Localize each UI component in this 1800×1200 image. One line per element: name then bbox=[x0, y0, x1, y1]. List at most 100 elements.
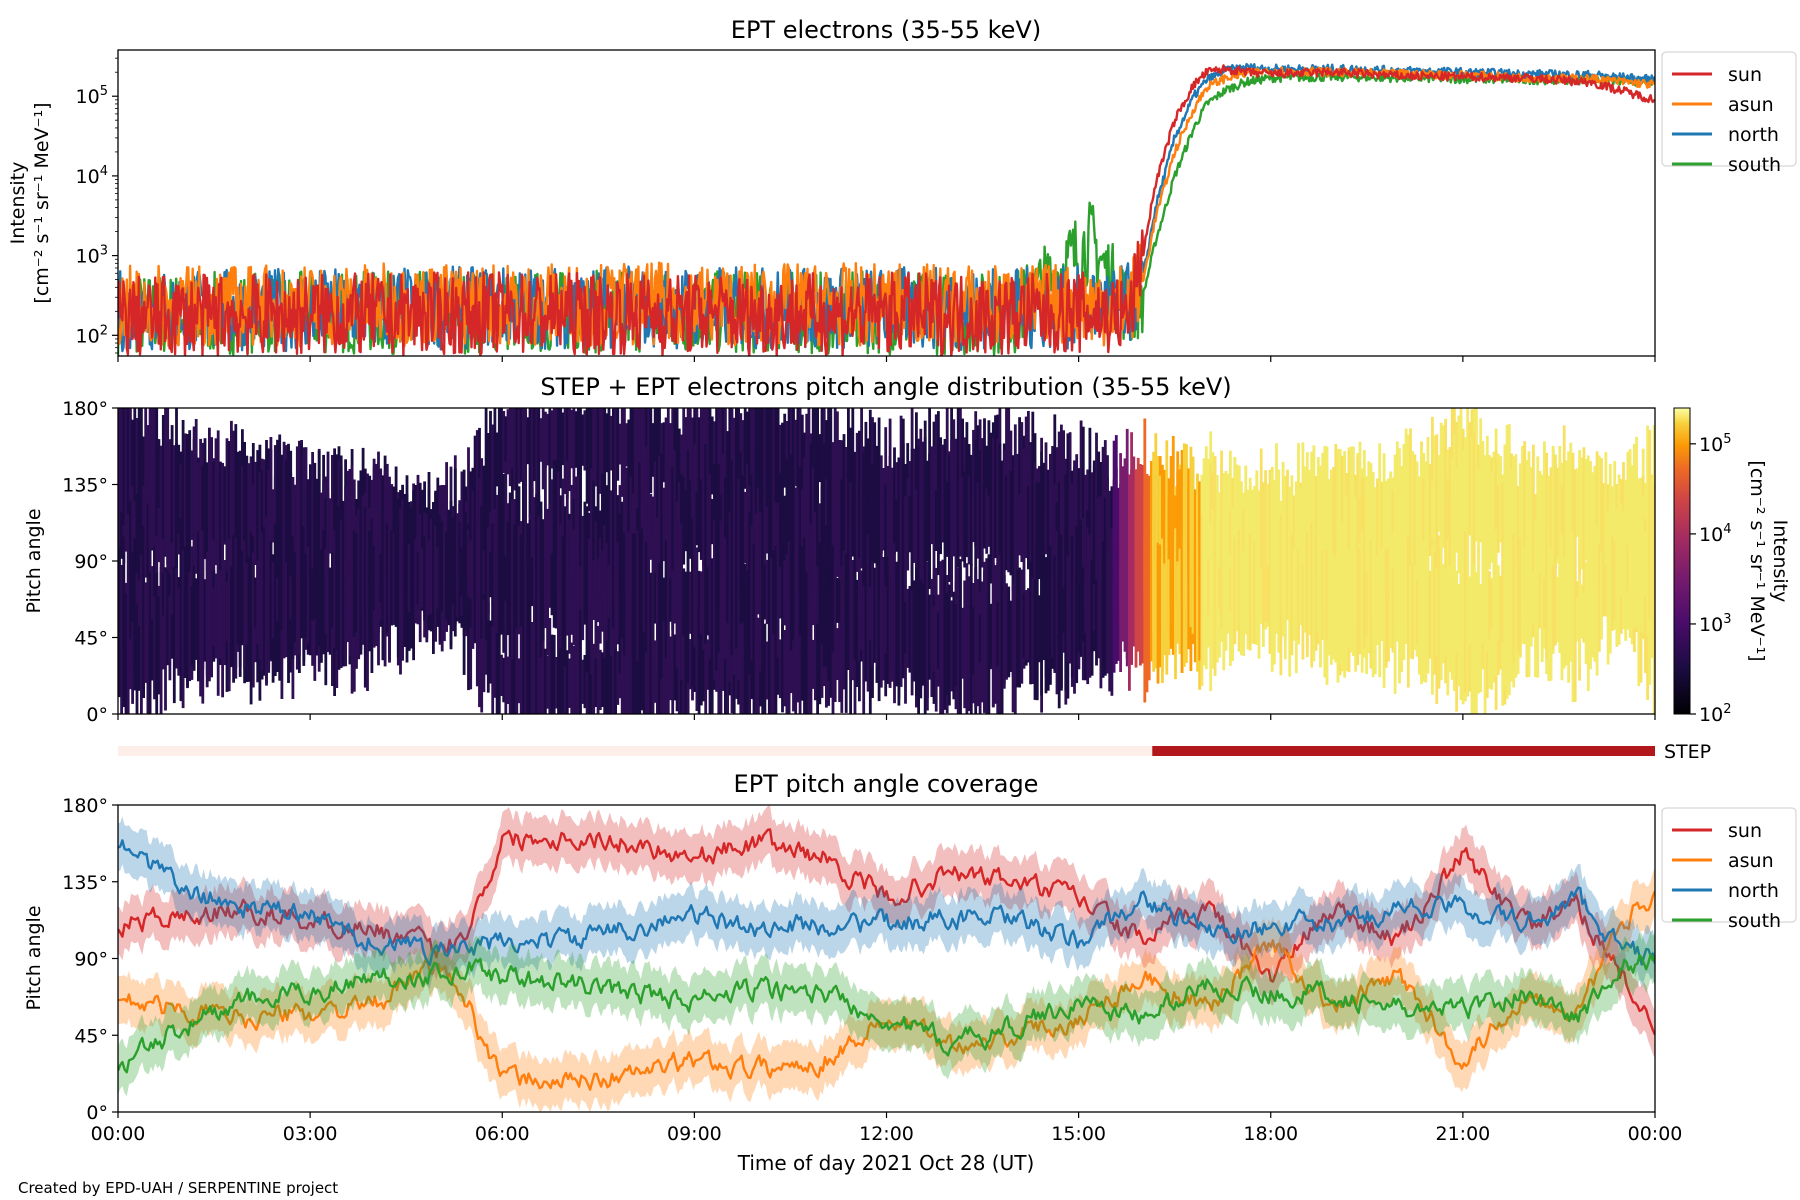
heatmap-cell bbox=[612, 556, 615, 629]
heatmap-cell bbox=[1586, 530, 1590, 691]
heatmap-cell bbox=[267, 528, 271, 673]
heatmap-cell bbox=[429, 542, 433, 614]
heatmap-cell bbox=[1417, 570, 1421, 654]
heatmap-cell bbox=[1597, 544, 1601, 652]
heatmap-cell bbox=[915, 488, 918, 558]
heatmap-cell bbox=[717, 546, 721, 653]
heatmap-cell bbox=[194, 419, 198, 574]
heatmap-cell bbox=[1470, 549, 1474, 671]
heatmap-cell bbox=[783, 560, 787, 626]
heatmap-cell bbox=[519, 534, 523, 627]
heatmap-cell bbox=[300, 443, 303, 592]
heatmap-cell bbox=[866, 533, 870, 692]
heatmap-cell bbox=[838, 469, 841, 585]
heatmap-cell bbox=[276, 577, 279, 622]
heatmap-cell bbox=[1428, 570, 1432, 654]
heatmap-cell bbox=[135, 460, 139, 589]
heatmap-cell bbox=[579, 603, 582, 714]
heatmap-cell bbox=[592, 643, 596, 714]
heatmap-cell bbox=[923, 437, 927, 607]
heatmap-cell bbox=[1455, 570, 1458, 654]
heatmap-cell bbox=[1167, 559, 1171, 656]
heatmap-cell bbox=[210, 437, 213, 564]
heatmap-cell bbox=[1325, 464, 1329, 590]
heatmap-cell bbox=[1571, 532, 1575, 703]
coverage-axes-frame bbox=[117, 804, 1656, 1113]
heatmap-cell bbox=[1442, 487, 1445, 533]
heatmap-cell bbox=[612, 461, 615, 607]
heatmap-cell bbox=[126, 501, 130, 551]
heatmap-cell bbox=[585, 408, 589, 504]
heatmap-cell bbox=[1299, 488, 1303, 566]
heatmap-cell bbox=[904, 464, 907, 526]
heatmap-cell bbox=[616, 408, 620, 481]
heatmap-cell bbox=[473, 595, 477, 644]
heatmap-cell bbox=[1477, 469, 1480, 559]
heatmap-cell bbox=[809, 523, 813, 665]
heatmap-cell bbox=[623, 533, 626, 655]
intensity-ylabel-line1: Intensity bbox=[7, 162, 29, 245]
heatmap-cell bbox=[517, 525, 521, 635]
heatmap-cell bbox=[533, 408, 536, 482]
heatmap-cell bbox=[1029, 562, 1032, 685]
heatmap-cell bbox=[943, 597, 947, 689]
heatmap-cell bbox=[467, 524, 470, 691]
heatmap-cell bbox=[153, 597, 156, 700]
heatmap-cell bbox=[1262, 482, 1265, 575]
heatmap-cell bbox=[1154, 433, 1158, 583]
heatmap-cell bbox=[1457, 625, 1461, 686]
heatmap-cell bbox=[557, 624, 560, 714]
heatmap-cell bbox=[1013, 572, 1017, 687]
heatmap-cell bbox=[473, 435, 477, 600]
heatmap-cell bbox=[963, 608, 967, 678]
heatmap-cell bbox=[234, 424, 238, 590]
heatmap-cell bbox=[728, 512, 732, 682]
heatmap-cell bbox=[449, 500, 453, 650]
heatmap-cell bbox=[1246, 490, 1250, 571]
heatmap-cell bbox=[1308, 555, 1311, 636]
heatmap-cell bbox=[526, 529, 530, 633]
heatmap-cell bbox=[618, 513, 622, 674]
heatmap-cell bbox=[673, 449, 677, 595]
coverage-ylabel: Pitch angle bbox=[23, 905, 45, 1010]
heatmap-cell bbox=[497, 408, 501, 531]
heatmap-cell bbox=[1545, 453, 1548, 583]
heatmap-cell bbox=[146, 577, 150, 714]
heatmap-cell bbox=[254, 577, 257, 628]
heatmap-cell bbox=[273, 445, 277, 583]
heatmap-cell bbox=[546, 512, 549, 656]
heatmap-cell bbox=[1525, 527, 1529, 664]
intensity-ylabel-line2: [cm⁻² s⁻¹ sr⁻¹ MeV⁻¹] bbox=[31, 102, 53, 303]
heatmap-cell bbox=[203, 438, 207, 560]
heatmap-cell bbox=[1143, 418, 1147, 586]
heatmap-cell bbox=[1321, 550, 1325, 640]
heatmap-cell bbox=[410, 507, 413, 649]
heatmap-cell bbox=[368, 531, 372, 629]
heatmap-cell bbox=[467, 543, 470, 597]
heatmap-cell bbox=[776, 527, 780, 658]
heatmap-cell bbox=[1435, 479, 1439, 541]
heatmap-cell bbox=[752, 478, 756, 581]
heatmap-cell bbox=[822, 524, 826, 667]
heatmap-cell bbox=[142, 525, 145, 688]
heatmap-cell bbox=[642, 561, 646, 632]
heatmap-cell bbox=[357, 508, 361, 657]
heatmap-cell bbox=[868, 453, 872, 601]
heatmap-cell bbox=[803, 537, 806, 651]
heatmap-cell bbox=[1068, 516, 1072, 566]
pad-ylabel: Pitch angle bbox=[23, 508, 45, 613]
heatmap-cell bbox=[1580, 597, 1584, 639]
heatmap-cell bbox=[820, 545, 824, 645]
heatmap-cell bbox=[1163, 469, 1166, 555]
heatmap-cell bbox=[1231, 507, 1234, 558]
heatmap-cell bbox=[1125, 565, 1129, 667]
heatmap-cell bbox=[260, 470, 264, 554]
heatmap-cell bbox=[232, 535, 235, 683]
heatmap-cell bbox=[1139, 464, 1142, 544]
heatmap-cell bbox=[238, 536, 242, 677]
heatmap-cell bbox=[605, 622, 609, 714]
heatmap-cell bbox=[671, 408, 675, 511]
heatmap-cell bbox=[361, 546, 365, 616]
heatmap-cell bbox=[568, 408, 571, 492]
heatmap-cell bbox=[1169, 563, 1173, 649]
